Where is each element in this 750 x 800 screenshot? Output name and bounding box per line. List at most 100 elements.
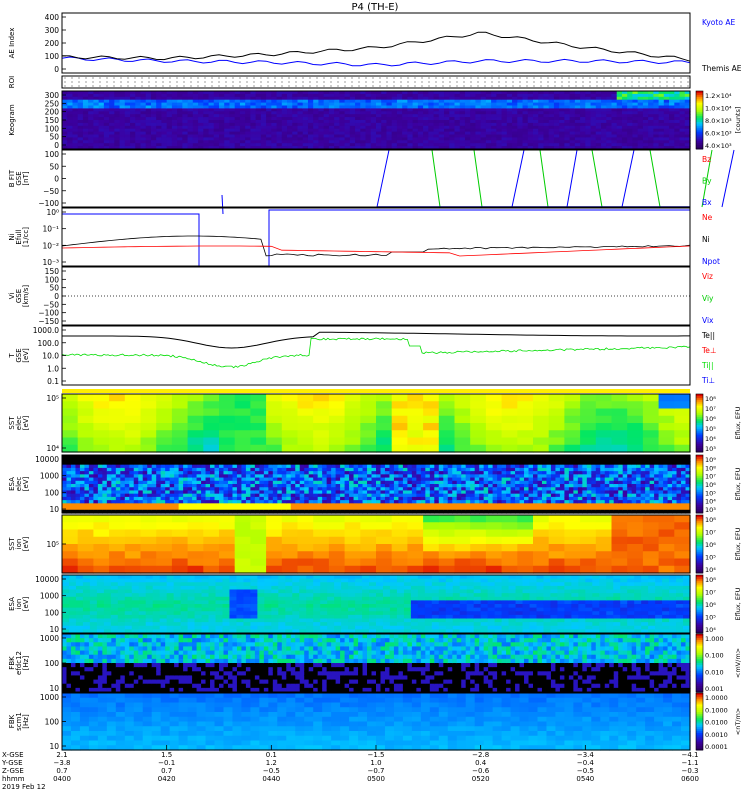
spectrogram-cell — [349, 91, 356, 95]
spectrogram-cell — [627, 415, 644, 424]
spectrogram-cell — [391, 102, 398, 107]
spectrogram-cell — [402, 493, 408, 498]
spectrogram-cell — [492, 509, 498, 514]
spectrogram-cell — [77, 394, 94, 402]
spectrogram-cell — [150, 122, 157, 127]
spectrogram-cell — [546, 500, 552, 504]
spectrogram-cell — [618, 509, 624, 514]
spectrogram-cell — [407, 484, 413, 488]
spectrogram-cell — [577, 493, 583, 498]
spectrogram-cell — [140, 401, 157, 410]
spectrogram-cell — [234, 93, 241, 98]
spectrogram-cell — [613, 509, 619, 514]
spectrogram-cell — [515, 461, 521, 466]
spectrogram-cell — [611, 120, 618, 124]
spectrogram-cell — [224, 125, 231, 130]
spectrogram-cell — [590, 146, 597, 150]
spectrogram-cell — [546, 493, 552, 498]
spectrogram-cell — [171, 111, 178, 115]
spectrogram-cell — [353, 484, 359, 488]
spectrogram-cell — [62, 401, 79, 410]
spectrogram-cell — [97, 490, 103, 495]
spectrogram-cell — [219, 455, 225, 459]
spectrogram-cell — [627, 437, 644, 446]
spectrogram-cell — [302, 137, 309, 141]
spectrogram-cell — [82, 105, 89, 109]
spectrogram-cell — [447, 480, 453, 485]
spectrogram-cell — [183, 480, 189, 485]
spectrogram-cell — [82, 137, 89, 141]
spectrogram-cell — [223, 464, 229, 469]
spectrogram-cell — [70, 474, 77, 479]
spectrogram-cell — [679, 131, 686, 136]
spectrogram-cell — [326, 484, 332, 488]
spectrogram-cell — [135, 117, 142, 121]
spectrogram-cell — [613, 496, 619, 501]
spectrogram-cell — [250, 401, 267, 410]
spectrogram-cell — [474, 496, 480, 501]
spectrogram-cell — [171, 122, 178, 127]
spectrogram-cell — [541, 506, 548, 511]
spectrogram-cell — [203, 114, 210, 118]
spectrogram-cell — [389, 500, 395, 504]
spectrogram-cell — [88, 506, 94, 511]
spectrogram-cell — [75, 474, 81, 479]
spectrogram-cell — [496, 122, 503, 127]
spectrogram-cell — [407, 506, 413, 511]
spectrogram-cell — [590, 120, 597, 124]
spectrogram-cell — [613, 471, 619, 475]
spectrogram-cell — [344, 496, 350, 501]
spectrogram-cell — [335, 477, 341, 482]
spectrogram-cell — [151, 480, 157, 485]
spectrogram-cell — [326, 455, 332, 459]
spectrogram-cell — [79, 458, 86, 463]
spectrogram-cell — [417, 122, 424, 127]
spectrogram-cell — [276, 117, 283, 121]
spectrogram-cell — [171, 430, 189, 439]
spectrogram-cell — [142, 484, 148, 488]
spectrogram-cell — [339, 105, 346, 109]
spectrogram-cell — [595, 444, 613, 453]
spectrogram-cell — [564, 105, 571, 109]
spectrogram-cell — [259, 484, 265, 488]
spectrogram-cell — [166, 128, 173, 133]
spectrogram-cell — [124, 477, 130, 482]
spectrogram-cell — [393, 461, 400, 466]
spectrogram-cell — [580, 444, 597, 453]
spectrogram-cell — [488, 467, 494, 472]
spectrogram-cell — [174, 506, 180, 511]
spectrogram-cell — [111, 455, 117, 459]
spectrogram-cell — [559, 506, 565, 511]
spectrogram-cell — [79, 490, 86, 495]
spectrogram-cell — [106, 477, 112, 482]
spectrogram-cell — [102, 480, 108, 485]
spectrogram-cell — [205, 506, 211, 511]
spectrogram-cell — [386, 117, 393, 121]
spectrogram-cell — [595, 105, 602, 109]
spectrogram-cell — [622, 471, 628, 475]
spectrogram-cell — [684, 134, 691, 138]
spectrogram-cell — [517, 120, 524, 124]
spectrogram-cell — [259, 503, 265, 508]
spectrogram-cell — [663, 143, 670, 147]
spectrogram-cell — [219, 408, 236, 417]
spectrogram-cell — [609, 496, 615, 501]
spectrogram-cell — [564, 464, 570, 469]
spectrogram-cell — [276, 111, 283, 115]
spectrogram-cell — [250, 464, 256, 469]
spectrogram-cell — [398, 464, 404, 469]
spectrogram-cell — [580, 437, 597, 446]
spectrogram-cell — [349, 503, 355, 508]
spectrogram-cell — [417, 140, 424, 144]
spectrogram-cell — [574, 117, 581, 121]
spectrogram-cell — [174, 480, 180, 485]
spectrogram-cell — [67, 131, 74, 136]
spectrogram-cell — [147, 503, 153, 508]
spectrogram-cell — [227, 464, 234, 469]
spectrogram-cell — [187, 137, 194, 141]
spectrogram-cell — [480, 93, 487, 98]
spectrogram-cell — [393, 474, 400, 479]
spectrogram-cell — [328, 444, 346, 453]
spectrogram-cell — [632, 137, 639, 141]
spectrogram-cell — [349, 117, 356, 121]
